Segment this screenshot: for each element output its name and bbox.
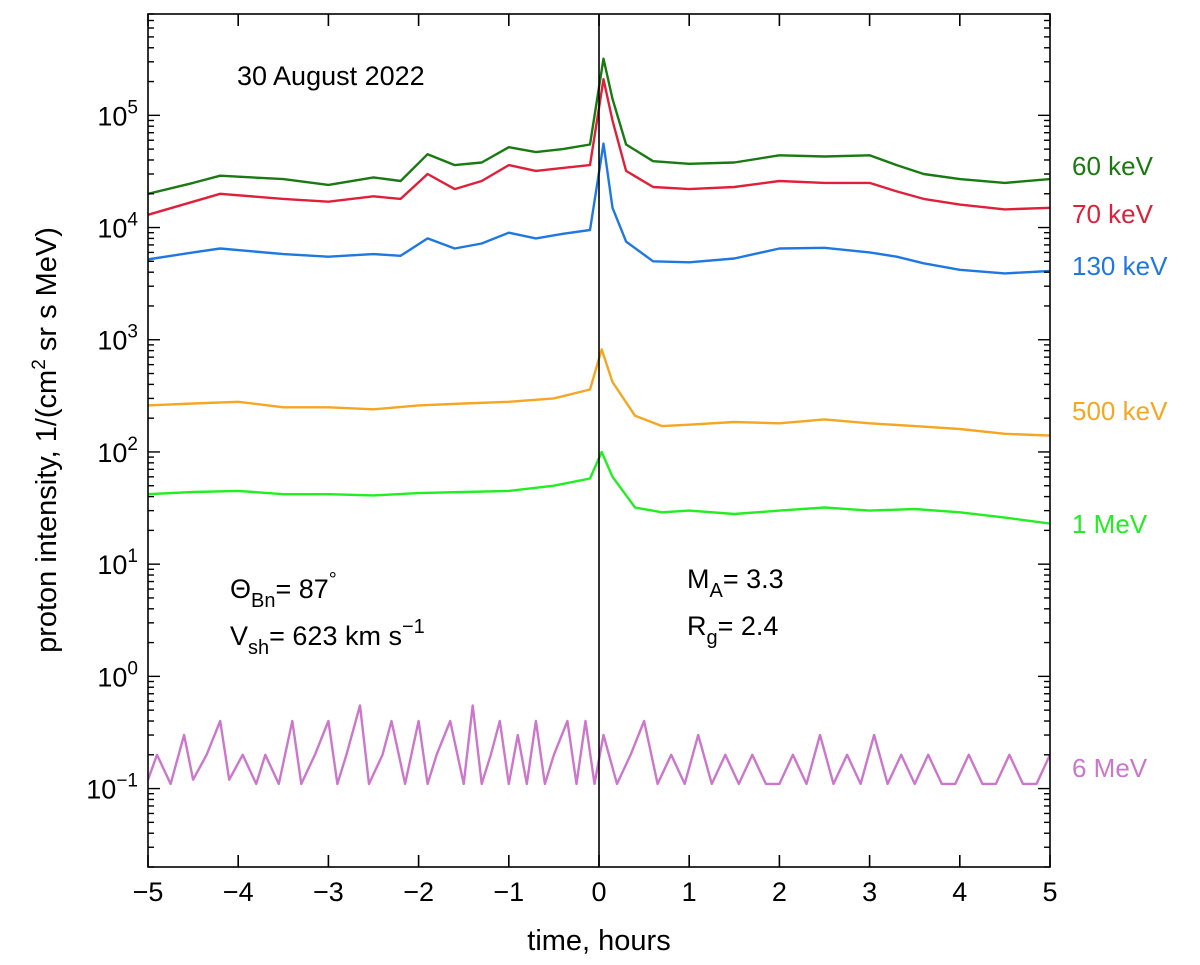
ma-subscript: A — [710, 580, 724, 602]
y-tick-exponent: 2 — [127, 434, 138, 455]
y-tick-label: 104 — [97, 210, 138, 244]
ma-symbol: M — [687, 564, 710, 594]
y-tick-exponent: 1 — [127, 546, 138, 567]
legend-500kev: 500 keV — [1072, 396, 1168, 426]
series-line-500-kev — [148, 348, 1050, 437]
x-axis: −5 −4 −3 −2 −1 0 1 2 3 4 5 — [133, 14, 1058, 907]
rg-annotation: Rg= 2.4 — [687, 611, 778, 649]
y-tick-base: 10 — [97, 438, 127, 468]
y-axis-label-main: proton intensity, 1/(cm — [31, 370, 63, 653]
v-subscript: sh — [248, 637, 269, 659]
y-tick-base: 10 — [97, 214, 127, 244]
y-tick-exponent: −1 — [116, 771, 138, 792]
series-line-130-kev — [148, 142, 1050, 275]
y-axis-label-sup: 2 — [29, 359, 50, 370]
x-axis-label: time, hours — [527, 925, 670, 957]
x-tick-label: 2 — [772, 877, 787, 907]
y-tick-base: 10 — [86, 775, 116, 805]
y-tick-exponent: 5 — [127, 97, 138, 118]
x-tick-label: 1 — [682, 877, 697, 907]
y-axis-label-end: sr s MeV) — [31, 227, 63, 359]
x-tick-label: 0 — [591, 877, 606, 907]
v-symbol: V — [230, 621, 248, 651]
y-tick-exponent: 3 — [127, 322, 138, 343]
chart-title: 30 August 2022 — [237, 61, 425, 91]
ma-value: = 3.3 — [723, 564, 784, 594]
legend-130kev: 130 keV — [1072, 251, 1168, 281]
y-tick-label: 102 — [97, 434, 138, 468]
x-tick-label: −5 — [133, 877, 164, 907]
y-tick-label: 100 — [97, 658, 138, 692]
theta-symbol: Θ — [230, 574, 251, 604]
x-tick-label: −2 — [403, 877, 434, 907]
x-tick-label: 3 — [862, 877, 877, 907]
v-superscript: −1 — [402, 616, 425, 638]
y-tick-exponent: 4 — [127, 210, 138, 231]
y-tick-label: 10−1 — [86, 771, 138, 805]
x-tick-label: −3 — [313, 877, 344, 907]
y-tick-base: 10 — [97, 662, 127, 692]
series-layer — [148, 57, 1050, 786]
legend-70kev: 70 keV — [1072, 199, 1154, 229]
y-tick-label: 101 — [97, 546, 138, 580]
rg-value: = 2.4 — [718, 611, 779, 641]
y-tick-exponent: 0 — [127, 658, 138, 679]
x-tick-label: −4 — [223, 877, 254, 907]
x-tick-label: 5 — [1042, 877, 1057, 907]
y-tick-base: 10 — [97, 550, 127, 580]
x-tick-label: 4 — [952, 877, 967, 907]
y-tick-label: 105 — [97, 97, 138, 131]
legend-6mev: 6 MeV — [1072, 753, 1148, 783]
legend: 60 keV 70 keV 130 keV 500 keV 1 MeV 6 Me… — [1072, 151, 1168, 783]
mach-annotation: MA= 3.3 — [687, 564, 784, 602]
shock-speed-annotation: Vsh= 623 km s−1 — [230, 616, 425, 659]
v-value: = 623 km s — [269, 621, 402, 651]
rg-subscript: g — [707, 627, 718, 649]
theta-value: = 87 — [275, 574, 328, 604]
theta-degree: ° — [329, 569, 337, 591]
legend-1mev: 1 MeV — [1072, 509, 1148, 539]
x-tick-label: −1 — [493, 877, 524, 907]
legend-60kev: 60 keV — [1072, 151, 1154, 181]
theta-subscript: Bn — [251, 590, 275, 612]
series-line-60-kev — [148, 57, 1050, 195]
rg-symbol: R — [687, 611, 707, 641]
theta-bn-annotation: ΘBn= 87° — [230, 569, 337, 612]
plot-area — [148, 57, 1050, 786]
series-line-1-mev — [148, 450, 1050, 525]
y-axis-label: proton intensity, 1/(cm2 sr s MeV) — [29, 227, 63, 653]
y-tick-base: 10 — [97, 101, 127, 131]
y-tick-label: 103 — [97, 322, 138, 356]
y-tick-base: 10 — [97, 326, 127, 356]
series-line-6-mev — [148, 704, 1050, 786]
series-line-70-kev — [148, 77, 1050, 216]
